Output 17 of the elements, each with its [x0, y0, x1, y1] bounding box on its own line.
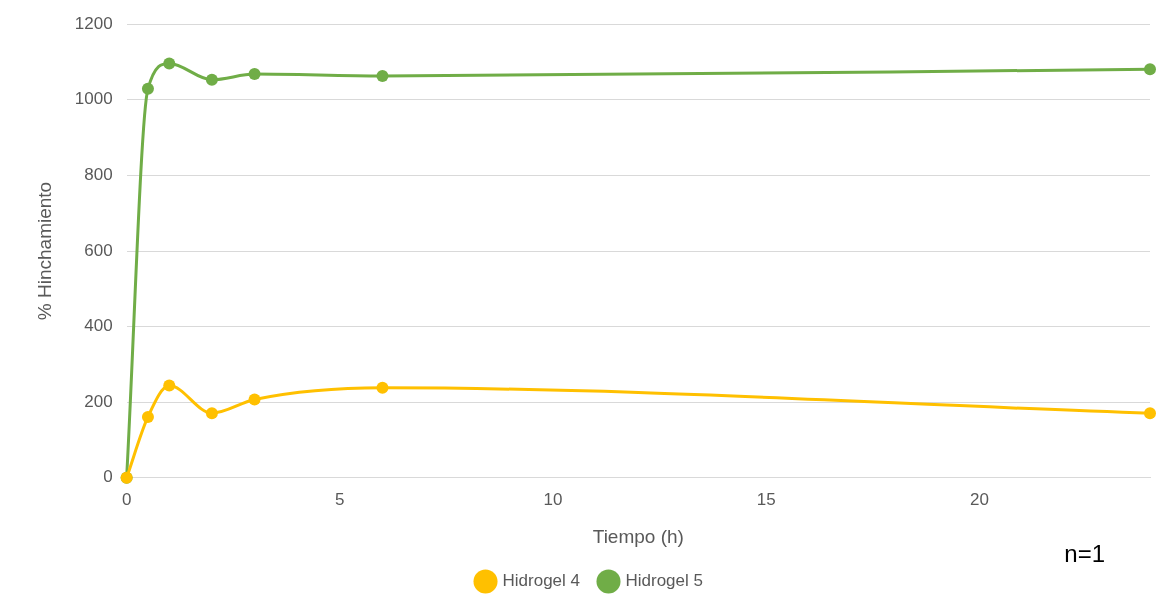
- x-tick-label: 0: [121, 489, 132, 509]
- legend-label: Hidrogel 4: [502, 571, 581, 591]
- y-tick-label: 0: [103, 467, 113, 487]
- y-tick-label: 400: [84, 316, 113, 336]
- x-tick-label: 15: [756, 489, 776, 509]
- y-tick-label: 800: [84, 165, 113, 185]
- y-axis-title: % Hinchamiento: [33, 181, 55, 321]
- x-tick-label: 5: [335, 489, 345, 509]
- legend-label: Hidrogel 5: [625, 571, 703, 591]
- y-tick-label: 1200: [74, 13, 113, 33]
- x-axis-title: Tiempo (h): [592, 525, 684, 547]
- y-tick-label: 200: [84, 391, 113, 411]
- x-tick-label: 10: [543, 489, 563, 509]
- text: n=1: [1064, 540, 1105, 568]
- x-tick-label: 20: [969, 489, 989, 509]
- y-tick-label: 1000: [74, 89, 113, 109]
- y-tick-label: 600: [84, 240, 113, 260]
